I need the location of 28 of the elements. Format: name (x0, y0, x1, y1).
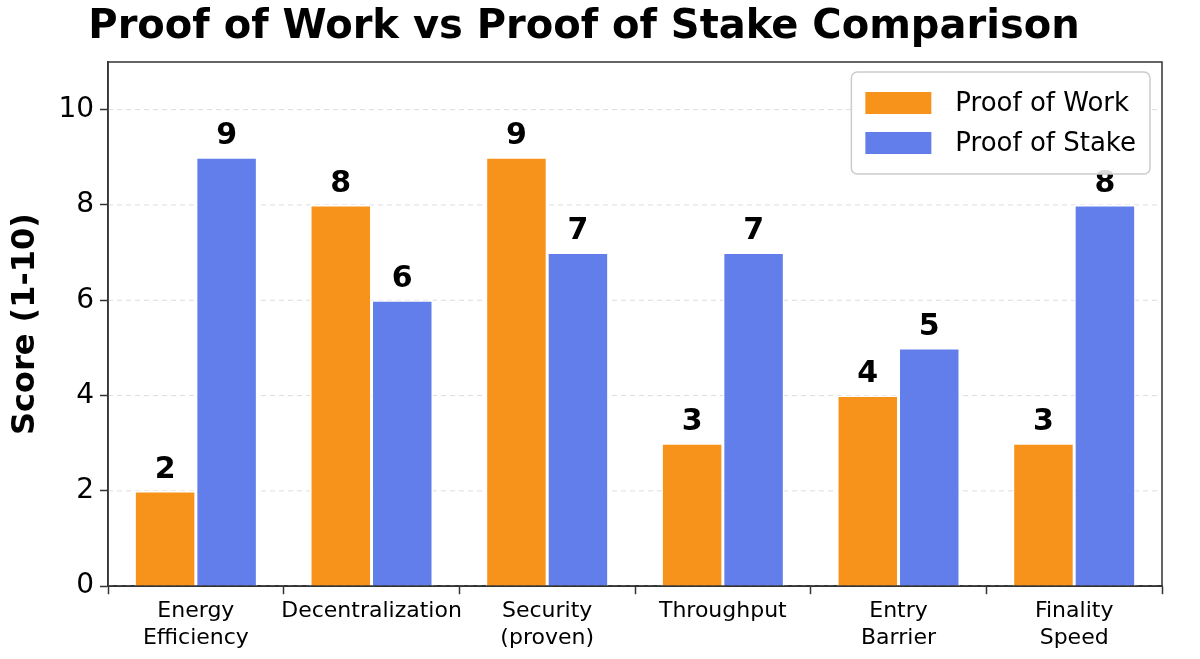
data-label: 4 (857, 354, 879, 390)
x-tick-label: Energy Efficiency (142, 597, 249, 649)
data-label: 3 (1032, 402, 1054, 438)
legend-label: Proof of Stake (955, 126, 1136, 157)
x-tick-label: Finality Speed (1034, 597, 1114, 649)
data-label: 7 (567, 211, 589, 247)
y-tick-label: 2 (76, 472, 95, 506)
y-tick-label: 6 (76, 281, 95, 315)
data-label: 5 (918, 306, 940, 342)
legend-label: Proof of Work (955, 86, 1130, 117)
y-tick-label: 8 (76, 186, 95, 220)
x-tick-label: Security (proven) (500, 597, 595, 649)
y-tick-label: 10 (58, 90, 95, 124)
x-tick-label: Throughput (657, 597, 788, 623)
y-tick-label: 4 (76, 376, 95, 410)
chart-title: Proof of Work vs Proof of Stake Comparison (88, 1, 1080, 48)
data-label: 9 (216, 116, 238, 152)
data-label: 8 (330, 163, 352, 199)
data-label: 9 (506, 116, 527, 152)
x-tick-label: Decentralization (281, 597, 462, 623)
data-label: 6 (391, 259, 413, 295)
y-axis-title: Score (1-10) (3, 213, 42, 436)
y-tick-label: 0 (76, 567, 95, 601)
data-label: 7 (743, 211, 765, 247)
x-tick-label: Entry Barrier (861, 597, 937, 649)
data-label: 8 (1094, 163, 1116, 199)
data-label: 2 (154, 449, 176, 485)
data-label: 3 (681, 402, 703, 438)
